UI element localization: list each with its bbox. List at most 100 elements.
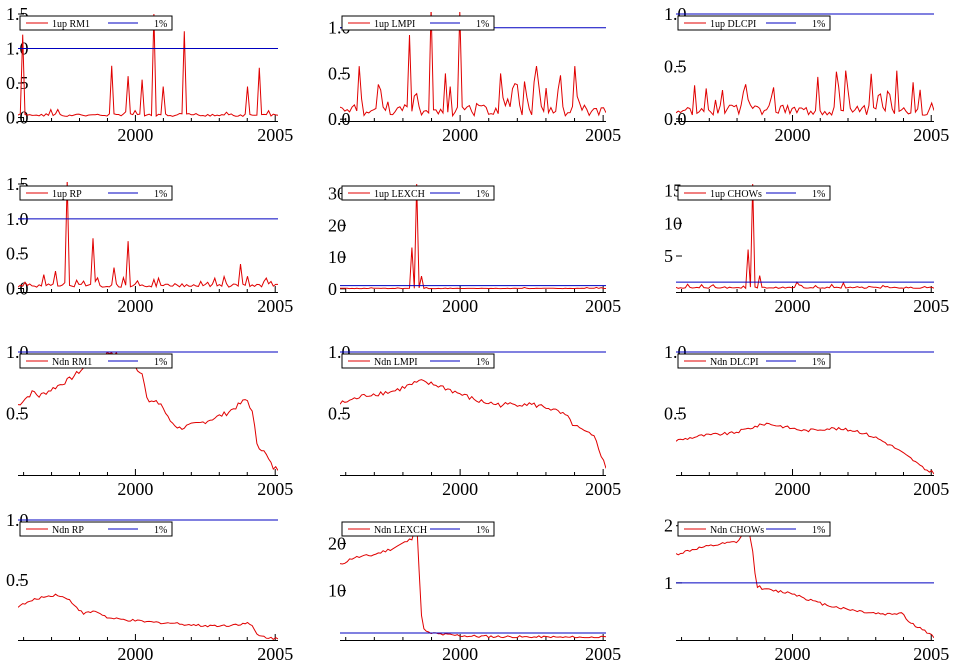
- y-tick-label: 0.0: [6, 279, 29, 299]
- y-tick-label: 0.5: [6, 73, 29, 93]
- x-tick-label: 2000: [775, 296, 811, 316]
- legend-label-1pct: 1%: [154, 189, 167, 200]
- x-tick-label: 2005: [257, 296, 293, 316]
- x-tick-label: 2005: [585, 479, 621, 499]
- legend-box: [341, 185, 495, 201]
- y-tick-label: 1.0: [6, 209, 29, 229]
- legend-box: [677, 521, 831, 537]
- x-tick-label: 2000: [117, 479, 153, 499]
- legend-label-series: 1up RM1: [52, 19, 90, 30]
- legend-box: [677, 185, 831, 201]
- x-tick-label: 2005: [257, 125, 293, 145]
- y-tick-label: 0: [328, 279, 337, 299]
- x-tick-label: 2000: [117, 125, 153, 145]
- series-line: [676, 422, 934, 475]
- legend-label-series: 1up DLCPI: [710, 19, 756, 30]
- y-tick-label: 0.5: [328, 404, 351, 424]
- y-tick-label: 0.0: [6, 108, 29, 128]
- series-line: [340, 12, 606, 118]
- legend-label-1pct: 1%: [476, 525, 489, 536]
- legend-label-series: Ndn RM1: [52, 357, 92, 368]
- legend-box: [19, 521, 173, 537]
- x-tick-label: 2005: [913, 644, 949, 664]
- x-tick-label: 2000: [775, 125, 811, 145]
- legend-label-series: 1up LEXCH: [374, 189, 425, 200]
- legend-label-1pct: 1%: [476, 189, 489, 200]
- y-tick-label: 0.5: [664, 56, 687, 76]
- x-tick-label: 2005: [913, 125, 949, 145]
- y-tick-label: 0.5: [664, 404, 687, 424]
- x-tick-label: 2005: [585, 296, 621, 316]
- series-line: [676, 523, 934, 639]
- legend-label-series: Ndn LEXCH: [374, 525, 427, 536]
- x-tick-label: 2005: [913, 296, 949, 316]
- x-tick-label: 2000: [775, 479, 811, 499]
- legend-box: [19, 185, 173, 201]
- legend-label-series: Ndn LMPI: [374, 357, 418, 368]
- legend-label-series: Ndn RP: [52, 525, 84, 536]
- y-tick-label: 10: [328, 247, 346, 267]
- x-tick-label: 2000: [442, 296, 478, 316]
- y-tick-label: 0.5: [6, 404, 29, 424]
- legend-box: [341, 521, 495, 537]
- legend-label-1pct: 1%: [812, 525, 825, 536]
- y-tick-label: 0.5: [6, 244, 29, 264]
- y-tick-label: 5: [664, 246, 673, 266]
- x-tick-label: 2005: [913, 479, 949, 499]
- y-tick-label: 20: [328, 215, 346, 235]
- legend-label-1pct: 1%: [812, 189, 825, 200]
- y-tick-label: 0.0: [664, 109, 687, 129]
- x-tick-label: 2005: [585, 125, 621, 145]
- legend-label-1pct: 1%: [812, 19, 825, 30]
- series-line: [676, 183, 934, 290]
- legend-label-1pct: 1%: [154, 357, 167, 368]
- legend-label-series: Ndn DLCPI: [710, 357, 759, 368]
- series-line: [18, 13, 278, 118]
- series-line: [676, 70, 934, 117]
- x-tick-label: 2000: [117, 296, 153, 316]
- x-tick-label: 2005: [257, 479, 293, 499]
- legend-label-series: 1up LMPI: [374, 19, 415, 30]
- legend-box: [677, 15, 831, 31]
- series-line: [340, 521, 606, 639]
- y-tick-label: 0.5: [328, 63, 351, 83]
- legend-label-series: 1up RP: [52, 189, 82, 200]
- y-tick-label: 0.0: [328, 109, 351, 129]
- legend-box: [19, 15, 173, 31]
- x-tick-label: 2000: [442, 125, 478, 145]
- series-line: [18, 182, 278, 289]
- x-tick-label: 2000: [442, 479, 478, 499]
- x-tick-label: 2005: [585, 644, 621, 664]
- x-tick-label: 2000: [442, 644, 478, 664]
- y-tick-label: 1: [664, 573, 673, 593]
- x-tick-label: 2000: [117, 644, 153, 664]
- series-line: [340, 183, 606, 290]
- series-line: [340, 379, 606, 469]
- legend-box: [341, 353, 495, 369]
- panel-11: 2000 2005 10 20 Ndn LEXCH 1%: [328, 521, 621, 664]
- legend-label-1pct: 1%: [154, 19, 167, 30]
- series-line: [18, 351, 278, 471]
- legend-label-series: 1up CHOWs: [710, 189, 762, 200]
- y-tick-label: 10: [328, 581, 346, 601]
- y-tick-label: 20: [328, 534, 346, 554]
- y-tick-label: 2: [664, 516, 673, 536]
- legend-label-1pct: 1%: [154, 525, 167, 536]
- y-tick-label: 10: [664, 213, 682, 233]
- panel-12: 2000 2005 1 2 Ndn CHOWs 1%: [664, 516, 949, 664]
- legend-label-1pct: 1%: [476, 19, 489, 30]
- x-tick-label: 2000: [775, 644, 811, 664]
- legend-box: [19, 353, 173, 369]
- legend-label-series: Ndn CHOWs: [710, 525, 764, 536]
